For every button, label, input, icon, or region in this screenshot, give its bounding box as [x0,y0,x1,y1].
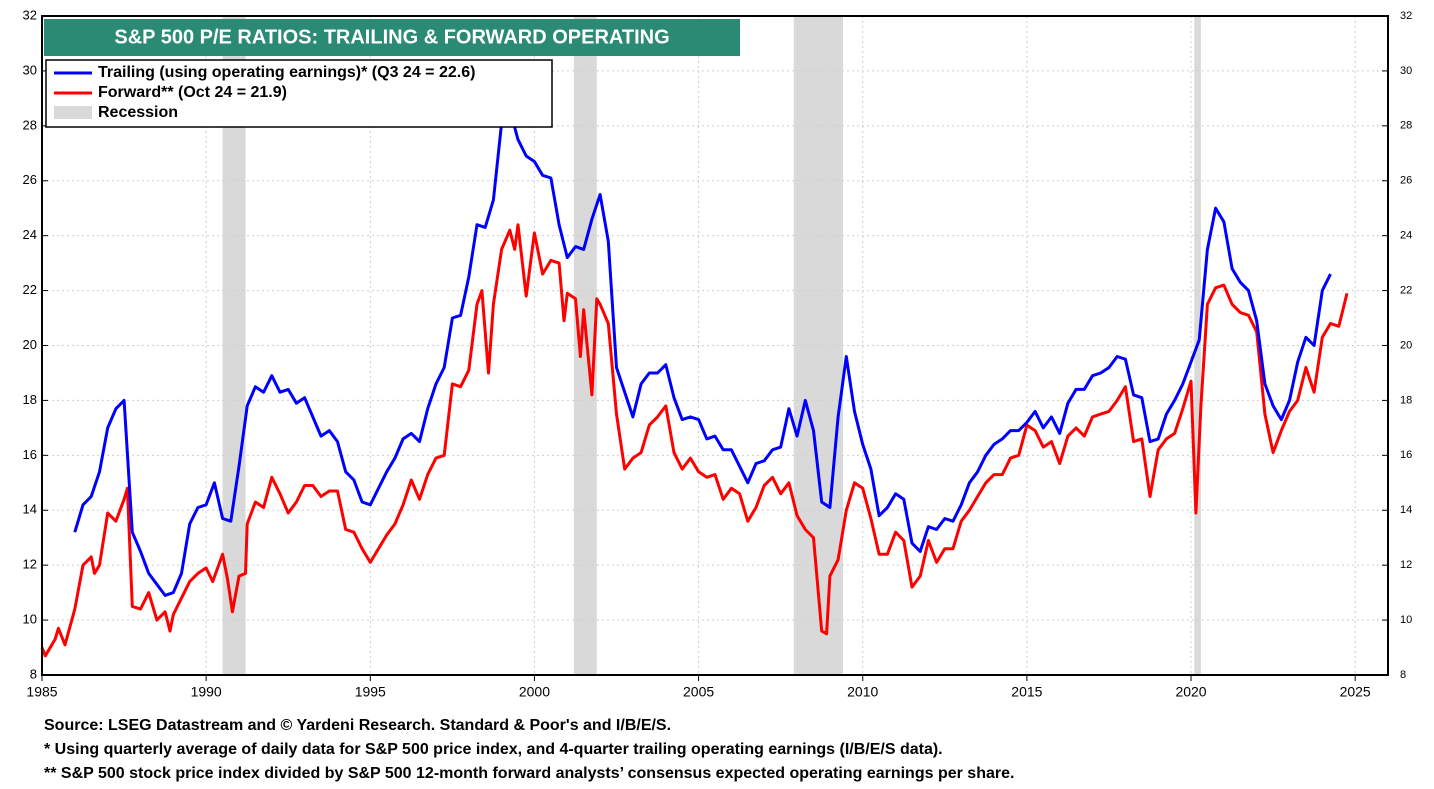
y-tick-label: 14 [23,502,37,517]
y-tick-label: 22 [23,282,37,297]
y-tick-label: 8 [30,666,37,681]
y2-tick-label: 28 [1400,120,1412,132]
y2-tick-label: 18 [1400,394,1412,406]
y2-tick-label: 10 [1400,614,1412,626]
y-tick-label: 32 [23,7,37,22]
line-series [73,107,1332,597]
x-tick-label: 2005 [683,684,714,700]
recession-band [573,16,597,675]
y-tick-label: 10 [23,612,37,627]
legend-label: Recession [98,104,178,121]
y-tick-label: 30 [23,62,37,77]
y-tick-label: 12 [23,557,37,572]
y2-tick-label: 22 [1400,284,1412,296]
legend-label: Forward** (Oct 24 = 21.9) [98,84,287,101]
x-tick-label: 1985 [26,684,57,700]
y-tick-label: 16 [23,447,37,462]
y-tick-label: 18 [23,392,37,407]
title-box [44,19,740,56]
y2-tick-label: 12 [1400,559,1412,571]
chart-title: S&P 500 P/E RATIOS: TRAILING & FORWARD O… [114,26,669,48]
x-tick-label: 2020 [1175,684,1206,700]
legend-box [45,59,553,128]
y2-tick-label: 20 [1400,339,1412,351]
plot-area [40,15,1388,676]
y2-tick-label: 16 [1400,449,1412,461]
x-tick-label: 2015 [1011,684,1042,700]
plot-frame [41,15,1389,676]
y2-tick-label: 24 [1400,230,1412,242]
x-tick-label: 2000 [519,684,550,700]
x-tick-label: 1995 [355,684,386,700]
footnote: * Using quarterly average of daily data … [44,741,943,758]
y2-tick-label: 14 [1400,504,1412,516]
y-tick-label: 26 [23,172,37,187]
y-tick-label: 24 [23,227,37,242]
x-tick-label: 2025 [1340,684,1371,700]
y2-tick-label: 32 [1400,10,1412,22]
footnote: Source: LSEG Datastream and © Yardeni Re… [44,717,671,734]
legend-swatch [54,106,92,119]
y2-tick-label: 8 [1400,669,1406,681]
line-series [40,223,1349,658]
y-tick-label: 20 [23,337,37,352]
y2-tick-label: 26 [1400,175,1412,187]
x-tick-label: 2010 [847,684,878,700]
x-tick-label: 1990 [191,684,222,700]
legend-label: Trailing (using operating earnings)* (Q3… [98,64,475,81]
y-tick-label: 28 [23,117,37,132]
y2-tick-label: 30 [1400,65,1412,77]
footnote: ** S&P 500 stock price index divided by … [44,765,1014,782]
